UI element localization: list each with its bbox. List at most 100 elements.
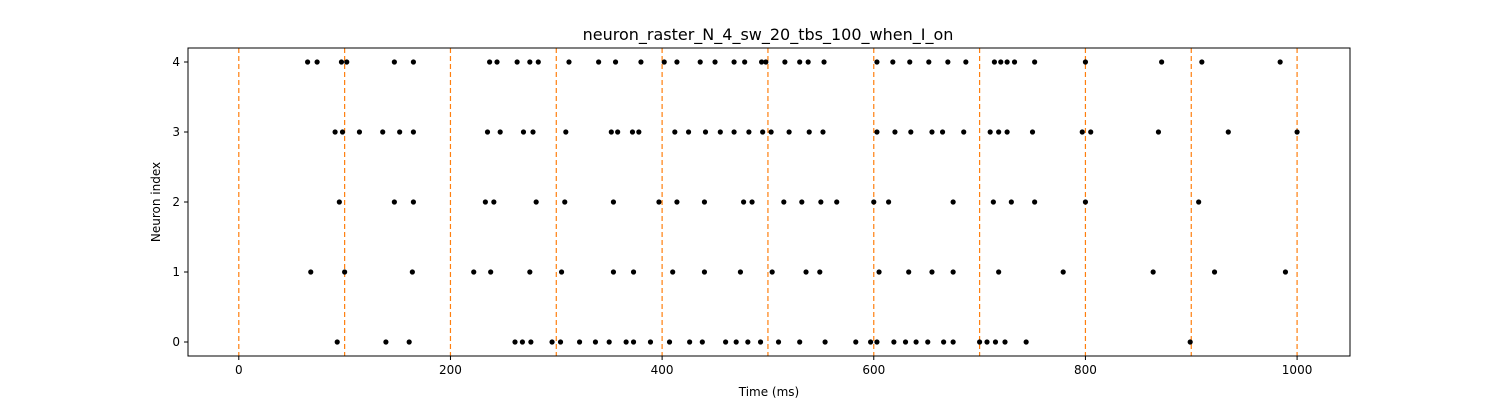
spike-point [685, 129, 692, 135]
spike-point [902, 339, 909, 345]
spike-point [410, 199, 417, 205]
spike-point [1029, 129, 1036, 135]
x-tick-label: 400 [651, 363, 674, 377]
spike-point [746, 129, 752, 135]
spike-point [308, 269, 314, 275]
spike-point [612, 59, 619, 65]
spike-point [797, 339, 803, 345]
spike-point [1004, 129, 1010, 135]
spike-point [630, 269, 637, 275]
spike-point [1277, 59, 1283, 65]
x-axis-ticks: 0 200 400 600 800 1000 [235, 356, 1312, 377]
spike-point [1079, 129, 1085, 135]
chart-title: neuron_raster_N_4_sw_20_tbs_100_when_I_o… [583, 25, 954, 45]
spike-point [961, 129, 967, 135]
spike-point [558, 269, 565, 275]
spike-point [596, 59, 602, 65]
spike-point [576, 339, 583, 345]
spike-point [797, 59, 803, 65]
spike-point [731, 59, 737, 65]
spike-point [304, 59, 311, 65]
spike-point [383, 339, 389, 345]
spike-point [1008, 199, 1014, 205]
spike-point [741, 199, 747, 205]
spike-point [687, 339, 693, 345]
spike-point [647, 339, 654, 345]
spike-point [1211, 269, 1218, 275]
spike-point [822, 339, 828, 345]
spike-point [471, 269, 477, 275]
spike-point [1002, 339, 1008, 345]
spike-point [410, 129, 417, 135]
x-tick-label: 0 [235, 363, 243, 377]
spike-point [606, 339, 612, 345]
spike-point [1187, 339, 1193, 345]
spike-point [892, 129, 898, 135]
spike-point [867, 339, 874, 345]
spike-point [763, 59, 769, 65]
spike-point [1032, 59, 1038, 65]
spike-point [984, 339, 990, 345]
spike-point [817, 269, 823, 275]
spike-point [397, 129, 403, 135]
spike-point [908, 129, 914, 135]
spike-point [1023, 339, 1029, 345]
spike-point [950, 199, 956, 205]
event-lines [238, 48, 1298, 356]
y-axis-ticks: 0 1 2 3 4 [172, 55, 188, 349]
spike-point [769, 269, 775, 275]
plot-area-frame [187, 47, 1351, 357]
spike-point [853, 339, 859, 345]
spike-point [533, 199, 539, 205]
spike-point [945, 59, 951, 65]
spike-point [530, 129, 536, 135]
spike-point [674, 199, 680, 205]
spike-point [775, 339, 782, 345]
spike-point [336, 199, 342, 205]
spike-point [733, 339, 739, 345]
spike-point [876, 269, 882, 275]
spike-point [672, 129, 678, 135]
spike-point [497, 129, 503, 135]
spike-point [519, 339, 526, 345]
spike-point [549, 339, 555, 345]
spike-point [929, 129, 935, 135]
spike-point [487, 59, 493, 65]
spike-point [1060, 269, 1066, 275]
spike-point [913, 339, 919, 345]
spike-point [406, 339, 412, 345]
spike-point [996, 129, 1002, 135]
spike-point [820, 129, 826, 135]
spike-point [482, 199, 488, 205]
spike-point [615, 129, 621, 135]
x-tick-label: 800 [1074, 363, 1097, 377]
spike-point [563, 129, 569, 135]
spike-point [699, 339, 705, 345]
spike-point [484, 129, 491, 135]
spike-point [992, 339, 999, 345]
spike-point [701, 269, 708, 275]
spike-point [491, 199, 497, 205]
spike-point [799, 199, 805, 205]
spike-point [941, 339, 947, 345]
y-tick-label: 2 [172, 195, 180, 209]
spike-point [1004, 59, 1010, 65]
spike-point [566, 59, 572, 65]
spike-point [535, 59, 541, 65]
spike-point [731, 129, 737, 135]
spike-point [608, 129, 614, 135]
spike-point [925, 339, 931, 345]
spike-point [834, 199, 840, 205]
spike-point [742, 59, 748, 65]
spike-point [339, 129, 346, 135]
y-tick-label: 3 [172, 125, 180, 139]
spike-point [557, 339, 564, 345]
spike-point [488, 269, 494, 275]
spike-point [871, 199, 877, 205]
spike-point [674, 59, 680, 65]
y-tick-label: 0 [172, 335, 180, 349]
spike-point [874, 59, 880, 65]
y-axis-label: Neuron index [149, 162, 163, 242]
spike-point [661, 59, 667, 65]
